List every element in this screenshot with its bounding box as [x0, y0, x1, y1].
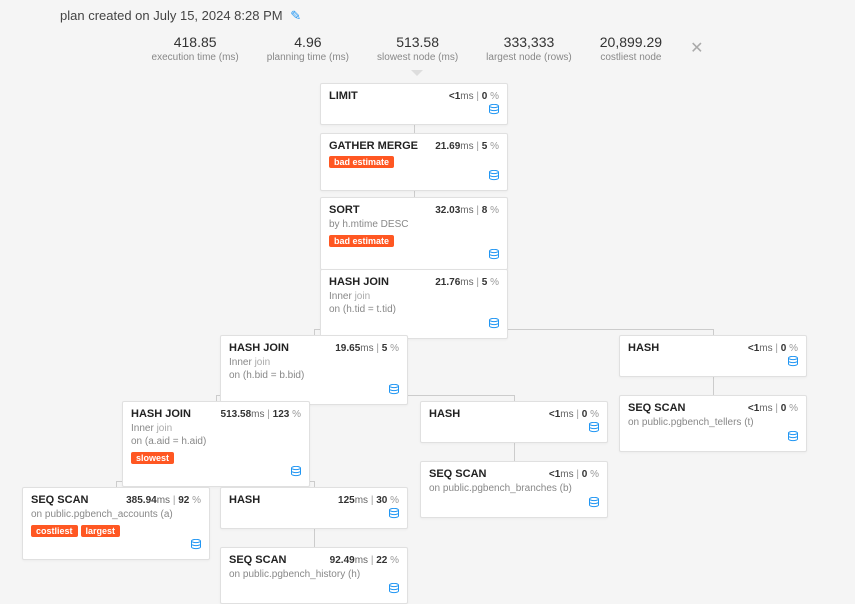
database-icon[interactable] — [389, 508, 399, 522]
stat-largest: 333,333 largest node (rows) — [486, 34, 572, 63]
badge-largest: largest — [81, 525, 121, 537]
node-metrics: <1ms | 0 % — [748, 403, 798, 414]
stats-row: 418.85 execution time (ms) 4.96 planning… — [0, 30, 855, 71]
badge-bad-estimate: bad estimate — [329, 156, 394, 168]
node-metrics: 21.76ms | 5 % — [435, 277, 499, 288]
node-title: HASH JOIN — [131, 408, 191, 420]
database-icon[interactable] — [389, 583, 399, 597]
node-subtitle: on public.pgbench_tellers (t) — [628, 416, 798, 429]
database-icon[interactable] — [589, 497, 599, 511]
node-metrics: 125ms | 30 % — [338, 495, 399, 506]
database-icon[interactable] — [489, 249, 499, 263]
database-icon[interactable] — [788, 356, 798, 370]
plan-node-hj2[interactable]: HASH JOIN 19.65ms | 5 % Inner joinon (h.bi… — [220, 335, 408, 405]
node-title: HASH JOIN — [229, 342, 289, 354]
node-metrics: 19.65ms | 5 % — [335, 343, 399, 354]
stat-slowest: 513.58 slowest node (ms) — [377, 34, 458, 63]
node-title: HASH JOIN — [329, 276, 389, 288]
database-icon[interactable] — [489, 170, 499, 184]
plan-node-ss_branches[interactable]: SEQ SCAN <1ms | 0 % on public.pgbench_bran… — [420, 461, 608, 518]
badge-bad-estimate: bad estimate — [329, 235, 394, 247]
plan-node-hash_t[interactable]: HASH <1ms | 0 % — [619, 335, 807, 377]
badge-costliest: costliest — [31, 525, 78, 537]
page-title: plan created on July 15, 2024 8:28 PM — [60, 8, 283, 23]
node-subtitle: Inner joinon (a.aid = h.aid) — [131, 422, 301, 448]
node-metrics: <1ms | 0 % — [748, 343, 798, 354]
node-title: LIMIT — [329, 90, 358, 102]
database-icon[interactable] — [589, 422, 599, 436]
node-subtitle: Inner joinon (h.bid = b.bid) — [229, 356, 399, 382]
edit-icon[interactable]: ✎ — [290, 8, 301, 23]
node-metrics: <1ms | 0 % — [449, 91, 499, 102]
plan-node-gather[interactable]: GATHER MERGE 21.69ms | 5 % bad estimate — [320, 133, 508, 191]
node-badges: costliestlargest — [31, 521, 201, 537]
plan-node-limit[interactable]: LIMIT <1ms | 0 % — [320, 83, 508, 125]
node-title: HASH — [628, 342, 659, 354]
node-metrics: <1ms | 0 % — [549, 469, 599, 480]
node-subtitle: on public.pgbench_accounts (a) — [31, 508, 201, 521]
node-title: HASH — [229, 494, 260, 506]
plan-node-ss_history[interactable]: SEQ SCAN 92.49ms | 22 % on public.pgbench_… — [220, 547, 408, 604]
plan-node-hash_h[interactable]: HASH 125ms | 30 % — [220, 487, 408, 529]
stat-plan-time: 4.96 planning time (ms) — [267, 34, 349, 63]
plan-node-ss_tellers[interactable]: SEQ SCAN <1ms | 0 % on public.pgbench_tell… — [619, 395, 807, 452]
node-metrics: 21.69ms | 5 % — [435, 141, 499, 152]
close-icon[interactable]: ✕ — [690, 38, 703, 58]
node-title: SORT — [329, 204, 360, 216]
node-metrics: 92.49ms | 22 % — [330, 555, 399, 566]
stat-exec-time: 418.85 execution time (ms) — [152, 34, 239, 63]
plan-node-ss_accounts[interactable]: SEQ SCAN 385.94ms | 92 % on public.pgbench… — [22, 487, 210, 560]
node-metrics: <1ms | 0 % — [549, 409, 599, 420]
node-badges: bad estimate — [329, 152, 499, 168]
node-title: SEQ SCAN — [429, 468, 486, 480]
plan-node-hash_b[interactable]: HASH <1ms | 0 % — [420, 401, 608, 443]
node-badges: slowest — [131, 448, 301, 464]
node-badges: bad estimate — [329, 231, 499, 247]
node-title: HASH — [429, 408, 460, 420]
node-metrics: 385.94ms | 92 % — [126, 495, 201, 506]
database-icon[interactable] — [291, 466, 301, 480]
database-icon[interactable] — [489, 318, 499, 332]
database-icon[interactable] — [788, 431, 798, 445]
plan-canvas: LIMIT <1ms | 0 % GATHER MERGE 21.69ms | 5 %… — [0, 71, 855, 591]
node-subtitle: by h.mtime DESC — [329, 218, 499, 231]
node-metrics: 32.03ms | 8 % — [435, 205, 499, 216]
plan-node-hj1[interactable]: HASH JOIN 21.76ms | 5 % Inner joinon (h.ti… — [320, 269, 508, 339]
node-metrics: 513.58ms | 123 % — [221, 409, 301, 420]
node-title: SEQ SCAN — [628, 402, 685, 414]
database-icon[interactable] — [389, 384, 399, 398]
plan-node-hj3[interactable]: HASH JOIN 513.58ms | 123 % Inner joinon (a… — [122, 401, 310, 487]
database-icon[interactable] — [191, 539, 201, 553]
stat-costliest: 20,899.29 costliest node — [600, 34, 662, 63]
node-title: SEQ SCAN — [229, 554, 286, 566]
plan-node-sort[interactable]: SORT 32.03ms | 8 % by h.mtime DESC bad esti… — [320, 197, 508, 270]
database-icon[interactable] — [489, 104, 499, 118]
node-title: GATHER MERGE — [329, 140, 418, 152]
node-subtitle: on public.pgbench_history (h) — [229, 568, 399, 581]
node-subtitle: Inner joinon (h.tid = t.tid) — [329, 290, 499, 316]
badge-slowest: slowest — [131, 452, 174, 464]
node-title: SEQ SCAN — [31, 494, 88, 506]
node-subtitle: on public.pgbench_branches (b) — [429, 482, 599, 495]
